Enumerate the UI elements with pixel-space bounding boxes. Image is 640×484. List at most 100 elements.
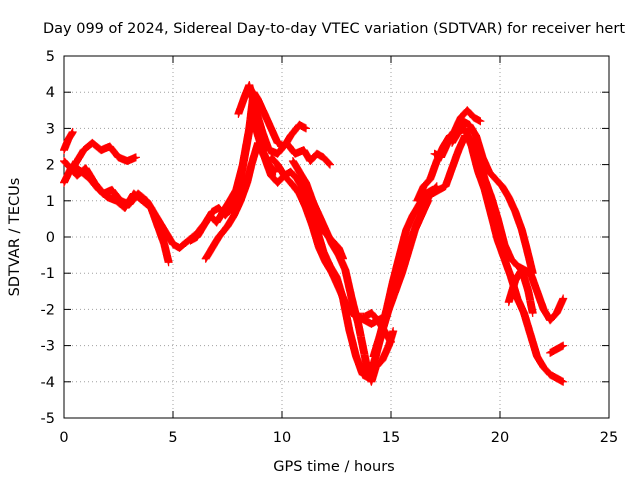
data-point [503,243,506,246]
tick-layer: 0 5 10 15 20 25 -5 -4 -3 -2 -1 0 1 2 3 4 5 [41,49,619,446]
data-point [516,297,519,300]
data-point [514,279,517,282]
data-layer [60,81,568,386]
data-point [276,163,279,166]
data-point [503,257,506,260]
x-tick-label: 10 [273,430,291,446]
data-point [128,203,131,206]
x-tick-label: 25 [600,430,618,446]
data-point [215,221,218,224]
data-point [487,170,491,174]
data-point [208,214,212,217]
data-point [344,268,347,271]
data-series-trace-17 [504,265,537,317]
data-point [248,83,251,87]
y-tick-label: -3 [41,339,55,355]
data-point [274,170,277,174]
data-point [291,159,295,163]
data-point [341,297,345,300]
data-point [483,188,486,192]
data-series-trace-18 [546,341,568,357]
data-point [424,192,428,195]
data-point [418,203,421,206]
data-point [241,163,244,166]
data-point [178,246,181,250]
data-point [309,203,312,206]
data-point [477,170,480,174]
data-point [507,300,510,304]
data-point [457,130,460,134]
data-point [479,119,482,123]
data-point [415,199,419,202]
data-point [239,199,242,202]
data-point [91,141,94,145]
y-tick-label: -4 [41,375,55,391]
data-point [450,167,454,170]
y-tick-label: 4 [46,85,55,101]
data-point [302,181,305,184]
data-series-trace-4 [70,138,140,169]
data-point [221,210,225,213]
data-point [237,112,240,116]
data-point [296,177,299,181]
data-point [431,192,434,195]
data-point [370,380,373,383]
data-point [472,116,476,119]
data-point [123,206,127,210]
data-point [82,148,85,152]
data-point [361,344,364,347]
data-point [62,148,66,152]
data-point [269,174,273,177]
data-point [496,239,500,242]
data-point [527,253,530,257]
data-point [450,141,454,145]
data-point [335,275,338,279]
y-tick-label: 2 [46,158,55,174]
data-point [289,170,292,174]
data-point [507,195,510,199]
data-point [385,308,388,311]
y-tick-label: 0 [46,230,55,246]
data-point [391,279,395,282]
x-axis-label: GPS time / hours [273,459,394,475]
data-point [309,159,312,163]
y-axis-label: SDTVAR / TECUs [7,178,23,297]
data-point [289,181,292,184]
chart-title: Day 099 of 2024, Sidereal Day-to-day VTE… [43,21,625,37]
data-point [396,282,399,286]
data-point [529,272,532,275]
data-series-trace-15 [430,106,485,162]
data-point [466,109,469,112]
data-point [348,329,351,333]
data-point [302,148,305,152]
y-tick-label: 1 [46,194,55,210]
data-point [548,351,552,355]
data-point [84,167,88,170]
data-point [474,134,478,137]
data-point [69,167,72,170]
data-point [562,344,565,347]
data-point [535,290,539,293]
data-point [235,188,238,192]
data-point [535,355,539,358]
data-point [368,376,371,380]
data-point [62,159,66,163]
data-point [555,311,558,315]
x-tick-label: 15 [382,430,400,446]
data-point [520,268,523,271]
data-series-trace-7 [234,81,334,169]
data-point [470,145,473,148]
data-point [350,297,353,300]
data-point [99,148,103,152]
data-point [75,174,79,177]
data-point [520,228,523,231]
data-point [189,239,192,242]
data-trace-markers [347,182,441,325]
data-point [245,181,249,184]
data-point [372,355,375,358]
data-point [457,148,460,152]
data-point [357,315,360,318]
x-tick-label: 20 [491,430,509,446]
